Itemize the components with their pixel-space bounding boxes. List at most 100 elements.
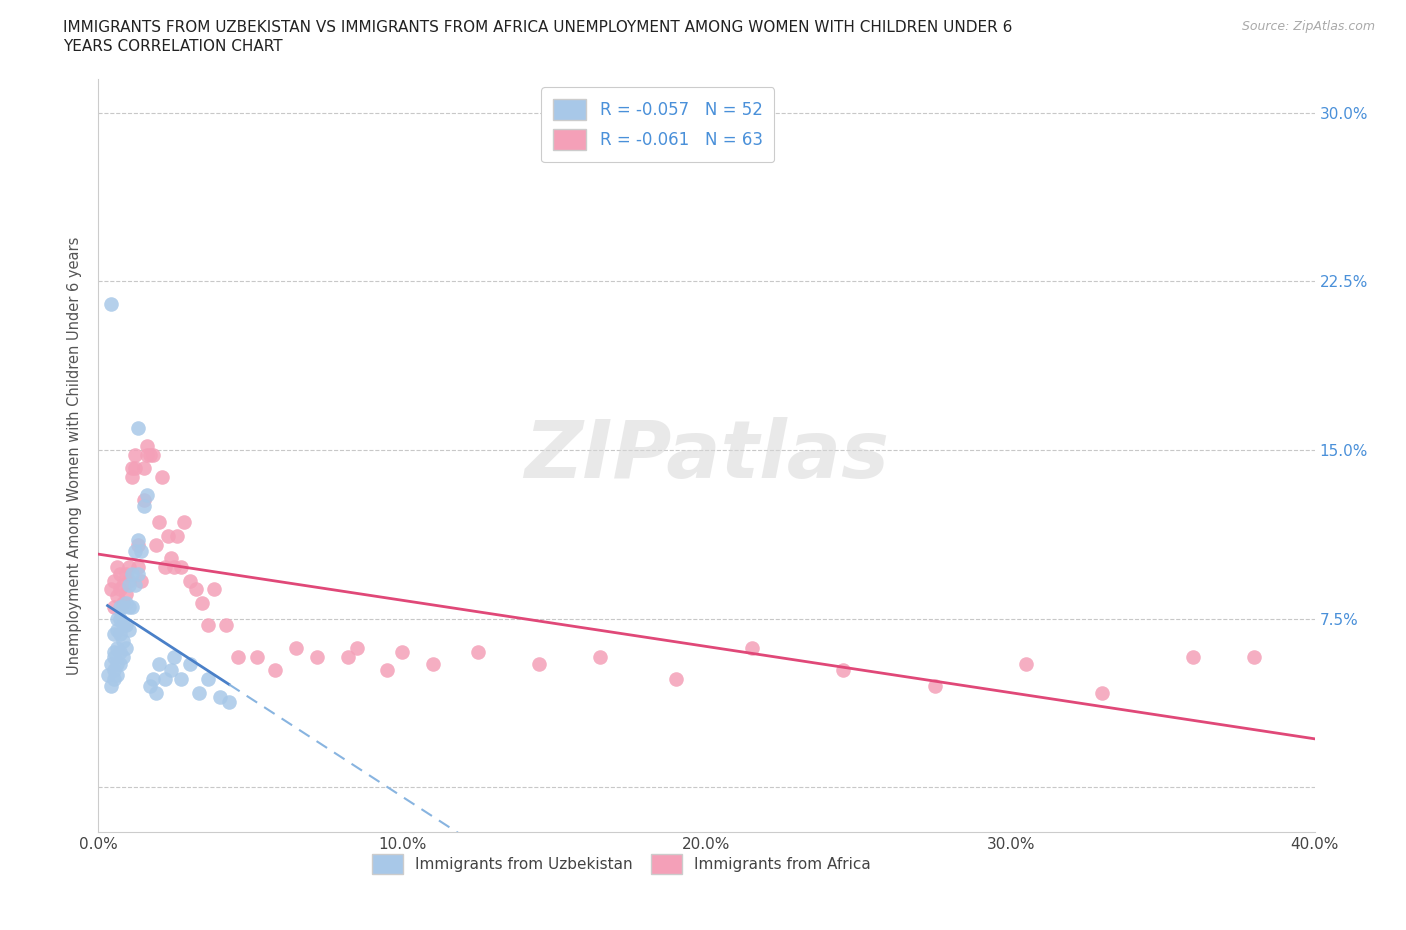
- Point: [127, 538, 149, 552]
- Point: [105, 657, 128, 671]
- Point: [127, 566, 149, 581]
- Point: [163, 560, 186, 575]
- Point: [114, 641, 136, 656]
- Point: [108, 600, 131, 615]
- Point: [105, 668, 128, 683]
- Point: [121, 470, 143, 485]
- Point: [145, 538, 167, 552]
- Point: [111, 633, 134, 648]
- Point: [336, 649, 359, 664]
- Point: [145, 685, 167, 700]
- Point: [215, 618, 238, 633]
- Point: [375, 663, 398, 678]
- Text: IMMIGRANTS FROM UZBEKISTAN VS IMMIGRANTS FROM AFRICA UNEMPLOYMENT AMONG WOMEN WI: IMMIGRANTS FROM UZBEKISTAN VS IMMIGRANTS…: [63, 20, 1012, 35]
- Point: [105, 611, 128, 626]
- Point: [124, 544, 146, 559]
- Point: [105, 641, 128, 656]
- Point: [163, 649, 186, 664]
- Point: [129, 544, 152, 559]
- Point: [108, 657, 131, 671]
- Point: [1182, 649, 1205, 664]
- Point: [118, 578, 141, 592]
- Point: [179, 657, 201, 671]
- Point: [467, 645, 489, 660]
- Point: [285, 641, 308, 656]
- Point: [391, 645, 413, 660]
- Legend: Immigrants from Uzbekistan, Immigrants from Africa: Immigrants from Uzbekistan, Immigrants f…: [364, 846, 879, 882]
- Point: [114, 566, 136, 581]
- Point: [166, 528, 188, 543]
- Point: [142, 672, 165, 687]
- Point: [103, 672, 125, 687]
- Point: [157, 528, 180, 543]
- Point: [307, 649, 329, 664]
- Point: [184, 582, 207, 597]
- Point: [103, 645, 125, 660]
- Point: [105, 622, 128, 637]
- Point: [127, 420, 149, 435]
- Point: [124, 578, 146, 592]
- Point: [100, 582, 122, 597]
- Point: [124, 460, 146, 475]
- Point: [129, 573, 152, 588]
- Point: [665, 672, 688, 687]
- Point: [197, 672, 219, 687]
- Point: [741, 641, 763, 656]
- Point: [103, 600, 125, 615]
- Point: [100, 657, 122, 671]
- Point: [103, 663, 125, 678]
- Point: [150, 470, 173, 485]
- Point: [108, 627, 131, 642]
- Point: [121, 566, 143, 581]
- Point: [132, 498, 155, 513]
- Point: [121, 600, 143, 615]
- Point: [105, 560, 128, 575]
- Point: [103, 573, 125, 588]
- Point: [139, 679, 162, 694]
- Point: [127, 560, 149, 575]
- Point: [111, 600, 134, 615]
- Point: [100, 679, 122, 694]
- Point: [132, 460, 155, 475]
- Point: [202, 582, 225, 597]
- Point: [139, 447, 162, 462]
- Point: [136, 487, 159, 502]
- Point: [121, 460, 143, 475]
- Point: [1243, 649, 1265, 664]
- Point: [245, 649, 267, 664]
- Point: [148, 514, 170, 529]
- Point: [103, 649, 125, 664]
- Point: [114, 587, 136, 602]
- Point: [103, 627, 125, 642]
- Point: [1015, 657, 1038, 671]
- Point: [832, 663, 855, 678]
- Point: [589, 649, 612, 664]
- Point: [118, 622, 141, 637]
- Point: [191, 595, 214, 610]
- Point: [111, 649, 134, 664]
- Point: [111, 618, 134, 633]
- Text: ZIPatlas: ZIPatlas: [524, 417, 889, 495]
- Point: [169, 560, 191, 575]
- Point: [96, 668, 118, 683]
- Point: [1091, 685, 1114, 700]
- Point: [114, 618, 136, 633]
- Point: [422, 657, 444, 671]
- Point: [529, 657, 551, 671]
- Point: [226, 649, 249, 664]
- Point: [263, 663, 285, 678]
- Y-axis label: Unemployment Among Women with Children Under 6 years: Unemployment Among Women with Children U…: [67, 236, 83, 675]
- Point: [114, 595, 136, 610]
- Point: [124, 447, 146, 462]
- Point: [142, 447, 165, 462]
- Point: [105, 589, 128, 604]
- Point: [197, 618, 219, 633]
- Point: [218, 695, 240, 710]
- Point: [111, 595, 134, 610]
- Point: [187, 685, 209, 700]
- Point: [118, 573, 141, 588]
- Point: [209, 690, 232, 705]
- Point: [132, 492, 155, 507]
- Point: [169, 672, 191, 687]
- Point: [179, 573, 201, 588]
